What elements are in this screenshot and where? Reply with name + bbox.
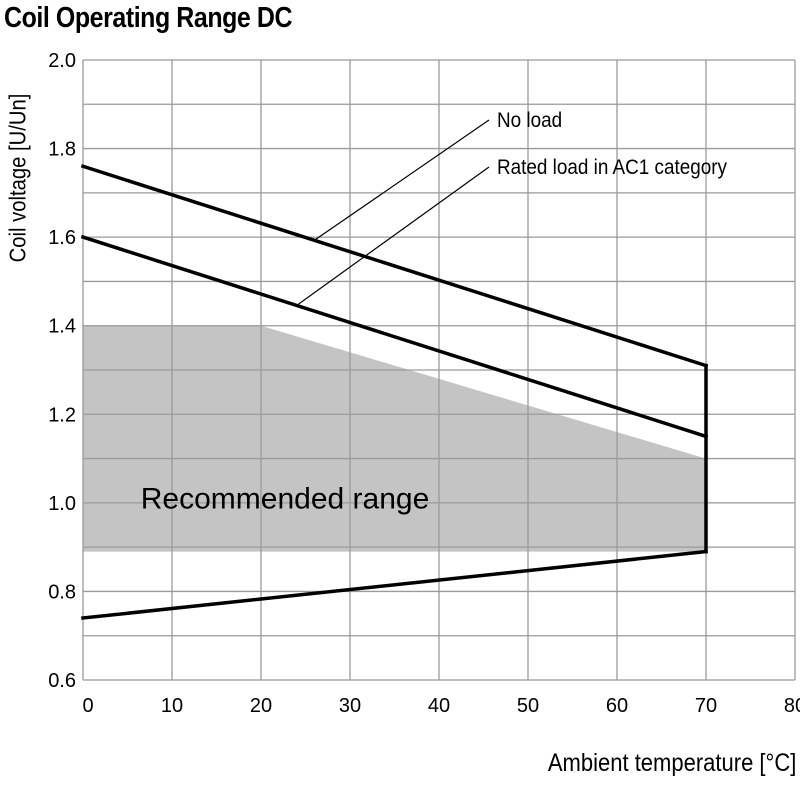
rated-load-line: [80, 234, 709, 439]
x-tick-label: 40: [428, 695, 450, 717]
y-tick-label: 0.8: [48, 581, 76, 603]
x-tick-label: 50: [517, 695, 539, 717]
region-label: Recommended range: [141, 483, 430, 516]
y-tick-label: 1.2: [48, 404, 76, 426]
x-tick-label: 0: [82, 695, 93, 717]
y-tick-label: 2.0: [48, 50, 76, 72]
annotation-label: Rated load in AC1 category: [497, 156, 727, 179]
chart-title: Coil Operating Range DC: [4, 2, 293, 34]
x-tick-label: 60: [606, 695, 628, 717]
recommended-range-region: [83, 325, 706, 552]
y-tick-label: 1.6: [48, 227, 76, 249]
annotation-label: No load: [497, 109, 562, 132]
y-tick-label: 0.6: [48, 670, 76, 692]
x-tick-label: 70: [695, 695, 717, 717]
x-tick-label: 10: [161, 695, 183, 717]
x-tick-label: 80: [784, 695, 800, 717]
x-axis-label: Ambient temperature [°C]: [547, 749, 796, 777]
y-tick-label: 1.0: [48, 493, 76, 515]
y-tick-label: 1.4: [48, 316, 76, 338]
x-tick-label: 30: [339, 695, 361, 717]
annotation-leader-line: [314, 119, 490, 241]
minimum-voltage-line: [81, 549, 708, 620]
x-tick-label: 20: [250, 695, 272, 717]
y-tick-label: 1.8: [48, 139, 76, 161]
no-load-line: [80, 164, 709, 368]
annotation-leader-line: [296, 166, 490, 306]
